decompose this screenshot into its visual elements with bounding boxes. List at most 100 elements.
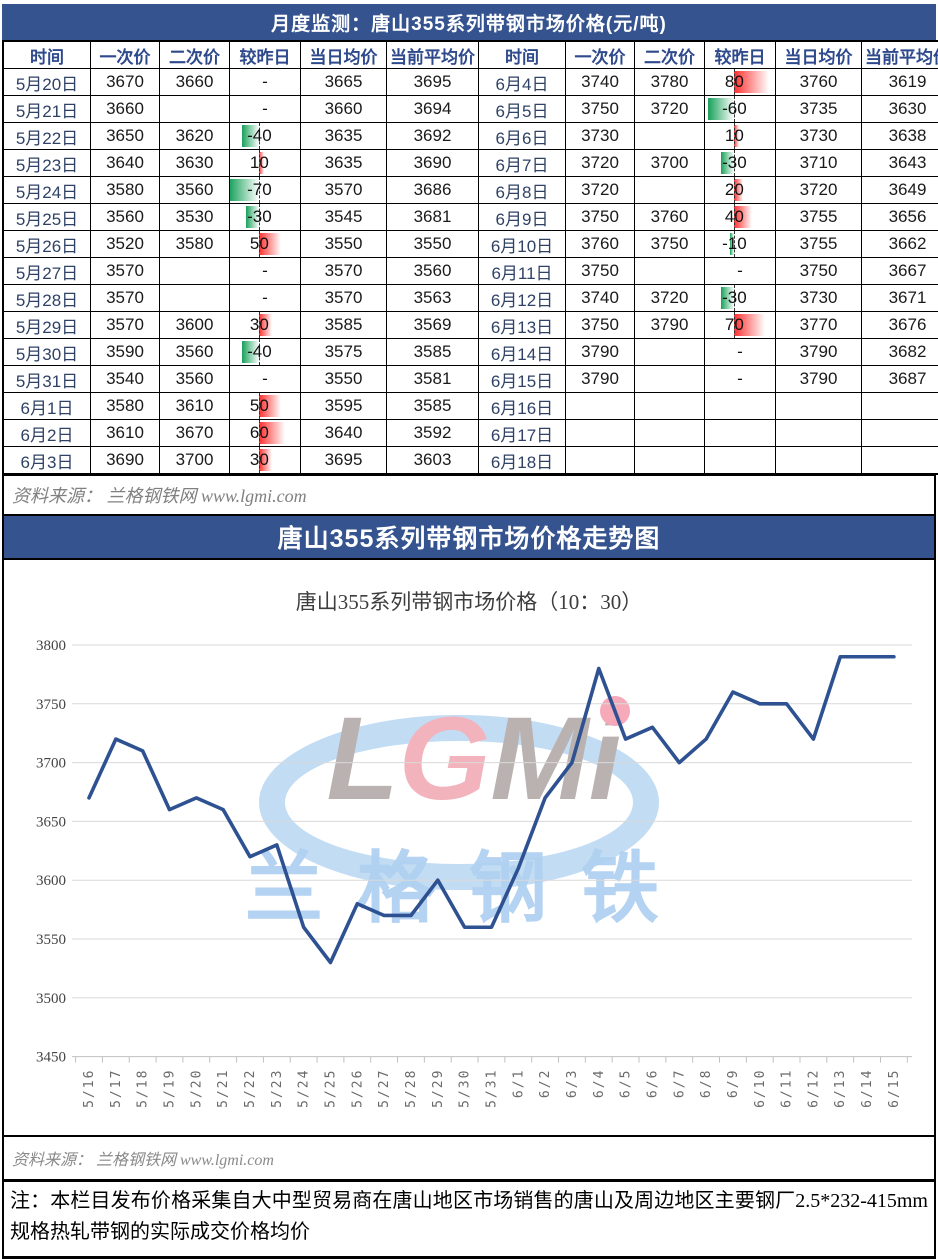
price-cell: 3660 (301, 96, 387, 123)
price-cell: 3610 (91, 420, 160, 447)
date-cell: 5月22日 (3, 123, 91, 150)
change-vs-yesterday-cell: -60 (705, 96, 776, 123)
change-value: 10 (250, 153, 269, 173)
x-axis-label: 6/7 (672, 1069, 687, 1098)
change-vs-yesterday-cell: - (230, 96, 301, 123)
price-cell: 3720 (566, 177, 635, 204)
price-cell: 3563 (387, 285, 479, 312)
price-cell: 3570 (301, 285, 387, 312)
date-cell: 6月2日 (3, 420, 91, 447)
x-axis-label: 5/27 (377, 1069, 392, 1108)
change-value: - (262, 99, 268, 118)
change-vs-yesterday-cell: - (230, 366, 301, 393)
x-axis-label: 5/18 (136, 1069, 151, 1108)
price-cell: 3530 (160, 204, 230, 231)
price-cell: 3695 (387, 69, 479, 96)
x-axis-label: 6/2 (538, 1069, 553, 1098)
price-cell: 3635 (301, 123, 387, 150)
change-value: 40 (725, 207, 744, 227)
price-cell: 3780 (635, 69, 705, 96)
price-cell: 3720 (635, 285, 705, 312)
change-value: -70 (247, 180, 272, 200)
price-cell: 3585 (387, 339, 479, 366)
price-cell: 3686 (387, 177, 479, 204)
price-cell (635, 447, 705, 475)
price-cell: 3560 (387, 258, 479, 285)
price-cell: 3620 (160, 123, 230, 150)
price-cell: 3656 (862, 204, 938, 231)
date-cell: 6月10日 (479, 231, 566, 258)
change-vs-yesterday-cell: -30 (705, 285, 776, 312)
change-value: 30 (250, 315, 269, 335)
change-value: - (262, 72, 268, 91)
date-cell: 5月25日 (3, 204, 91, 231)
price-cell: 3662 (862, 231, 938, 258)
price-cell (635, 366, 705, 393)
date-cell: 6月6日 (479, 123, 566, 150)
price-cell: 3730 (776, 285, 862, 312)
x-axis-label: 6/5 (619, 1069, 634, 1098)
change-vs-yesterday-cell: -10 (705, 231, 776, 258)
x-axis-label: 6/11 (780, 1069, 795, 1108)
change-vs-yesterday-cell: - (230, 285, 301, 312)
x-axis-label: 6/14 (860, 1069, 875, 1108)
date-cell: 6月4日 (479, 69, 566, 96)
change-vs-yesterday-cell (705, 447, 776, 475)
column-header: 时间 (3, 41, 91, 69)
price-cell: 3687 (862, 366, 938, 393)
x-axis-label: 6/8 (699, 1069, 714, 1098)
change-vs-yesterday-cell: 70 (705, 312, 776, 339)
change-value: 50 (250, 234, 269, 254)
column-header: 较昨日 (230, 41, 301, 69)
price-cell (635, 258, 705, 285)
price-cell: 3690 (91, 447, 160, 475)
change-value: -10 (722, 234, 747, 254)
change-value: 60 (250, 423, 269, 443)
date-cell: 6月5日 (479, 96, 566, 123)
price-cell (776, 393, 862, 420)
price-cell: 3750 (566, 204, 635, 231)
column-header: 一次价 (91, 41, 160, 69)
price-cell: 3603 (387, 447, 479, 475)
change-value: 70 (725, 315, 744, 335)
price-cell: 3750 (776, 258, 862, 285)
column-header: 二次价 (635, 41, 705, 69)
date-cell: 6月12日 (479, 285, 566, 312)
price-cell: 3560 (91, 204, 160, 231)
price-cell: 3570 (301, 258, 387, 285)
x-axis-label: 5/16 (82, 1069, 97, 1108)
change-vs-yesterday-cell: -30 (230, 204, 301, 231)
price-cell: 3580 (91, 393, 160, 420)
price-cell: 3750 (566, 96, 635, 123)
x-axis-label: 6/6 (645, 1069, 660, 1098)
price-cell: 3720 (635, 96, 705, 123)
price-cell: 3710 (776, 150, 862, 177)
x-axis-label: 6/13 (833, 1069, 848, 1108)
change-vs-yesterday-cell: 60 (230, 420, 301, 447)
price-cell (862, 447, 938, 475)
change-vs-yesterday-cell: -40 (230, 339, 301, 366)
column-header: 当前平均价 (862, 41, 938, 69)
chart-section-banner: 唐山355系列带钢市场价格走势图 (2, 516, 936, 560)
x-axis-label: 5/17 (109, 1069, 124, 1108)
price-cell: 3660 (91, 96, 160, 123)
price-cell (635, 393, 705, 420)
change-vs-yesterday-cell: - (705, 339, 776, 366)
price-cell: 3610 (160, 393, 230, 420)
price-cell (635, 420, 705, 447)
x-axis-label: 5/20 (189, 1069, 204, 1108)
price-cell: 3585 (387, 393, 479, 420)
date-cell: 6月16日 (479, 393, 566, 420)
y-axis-label: 3500 (36, 991, 66, 1007)
change-vs-yesterday-cell: - (705, 366, 776, 393)
change-value: 80 (725, 72, 744, 92)
x-axis-label: 6/1 (511, 1069, 526, 1098)
y-axis-label: 3650 (36, 814, 66, 830)
price-cell: 3569 (387, 312, 479, 339)
x-axis-label: 6/15 (887, 1069, 902, 1108)
change-value: -30 (247, 207, 272, 227)
